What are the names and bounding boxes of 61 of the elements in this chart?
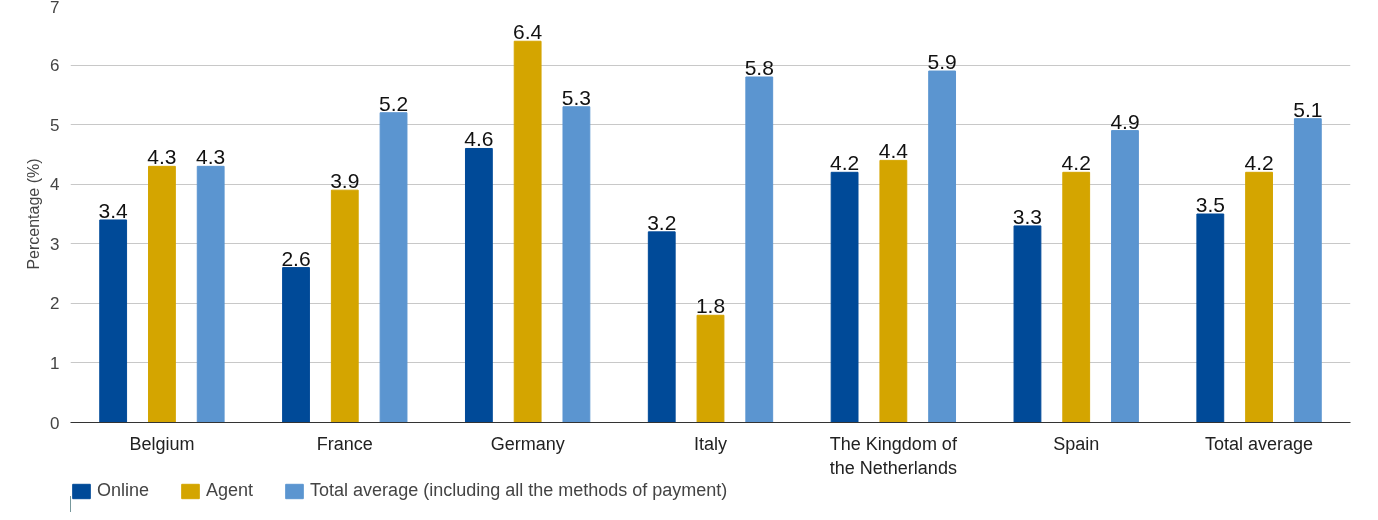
data-label: 3.4 bbox=[98, 198, 129, 222]
data-label: 5.8 bbox=[744, 55, 774, 79]
data-label: 4.2 bbox=[830, 151, 860, 175]
data-label: 2.6 bbox=[281, 246, 311, 270]
bar bbox=[513, 40, 542, 423]
legend-label: Total average (including all the methods of payment) bbox=[310, 480, 728, 501]
y-tick-label: 3 bbox=[50, 234, 60, 254]
data-label: 3.9 bbox=[330, 169, 360, 193]
data-label: 4.9 bbox=[1110, 109, 1140, 133]
x-tick-label: Italy bbox=[693, 433, 728, 454]
data-label: 6.4 bbox=[513, 20, 543, 44]
x-tick-label: Spain bbox=[1053, 433, 1100, 454]
bar bbox=[745, 76, 774, 423]
legend-label: Agent bbox=[206, 480, 254, 501]
bar bbox=[282, 267, 310, 423]
bar bbox=[196, 165, 225, 423]
x-tick-label: Belgium bbox=[129, 433, 195, 454]
bar bbox=[379, 112, 408, 423]
data-label: 3.2 bbox=[647, 210, 677, 234]
y-tick-label: 2 bbox=[50, 294, 60, 314]
bar bbox=[99, 219, 128, 423]
y-tick-label: 7 bbox=[50, 0, 60, 17]
data-label: 3.3 bbox=[1012, 204, 1043, 228]
bar bbox=[830, 171, 859, 423]
data-label: 1.8 bbox=[695, 294, 726, 318]
y-tick-label: 6 bbox=[50, 56, 60, 76]
x-tick-label: France bbox=[316, 433, 373, 454]
data-label: 4.3 bbox=[196, 145, 226, 169]
bar bbox=[928, 70, 957, 423]
bar bbox=[1196, 213, 1225, 423]
legend-label: Online bbox=[97, 480, 150, 501]
x-tick-label: Germany bbox=[490, 433, 565, 454]
data-label: 5.9 bbox=[927, 50, 957, 74]
data-label: 3.5 bbox=[1195, 193, 1225, 216]
y-tick-label: 5 bbox=[50, 115, 60, 135]
x-tick-label: The Kingdom of the Netherlands bbox=[829, 433, 958, 478]
bar bbox=[647, 231, 676, 423]
data-label: 4.2 bbox=[1244, 151, 1274, 175]
bar bbox=[1111, 130, 1139, 423]
data-label: 4.2 bbox=[1061, 151, 1091, 175]
bar bbox=[148, 165, 176, 423]
data-label: 4.6 bbox=[464, 127, 494, 151]
bar bbox=[696, 314, 725, 423]
bar bbox=[464, 147, 493, 423]
data-label: 5.3 bbox=[561, 85, 592, 109]
data-label: 5.2 bbox=[378, 91, 409, 115]
bar bbox=[1293, 118, 1322, 423]
bar bbox=[1013, 225, 1042, 423]
data-label: 4.3 bbox=[147, 145, 177, 169]
y-axis-title: Percentage (%) bbox=[25, 158, 43, 270]
x-tick-label: Total average bbox=[1205, 433, 1314, 454]
bar bbox=[562, 106, 591, 423]
bar bbox=[1062, 171, 1091, 423]
bar bbox=[330, 189, 359, 423]
data-label: 4.4 bbox=[878, 139, 909, 163]
bar bbox=[879, 159, 908, 423]
y-tick-label: 4 bbox=[50, 175, 60, 195]
bar bbox=[1245, 171, 1273, 423]
data-label: 5.1 bbox=[1293, 97, 1323, 121]
y-tick-label: 1 bbox=[50, 353, 60, 373]
y-tick-label: 0 bbox=[50, 413, 60, 433]
